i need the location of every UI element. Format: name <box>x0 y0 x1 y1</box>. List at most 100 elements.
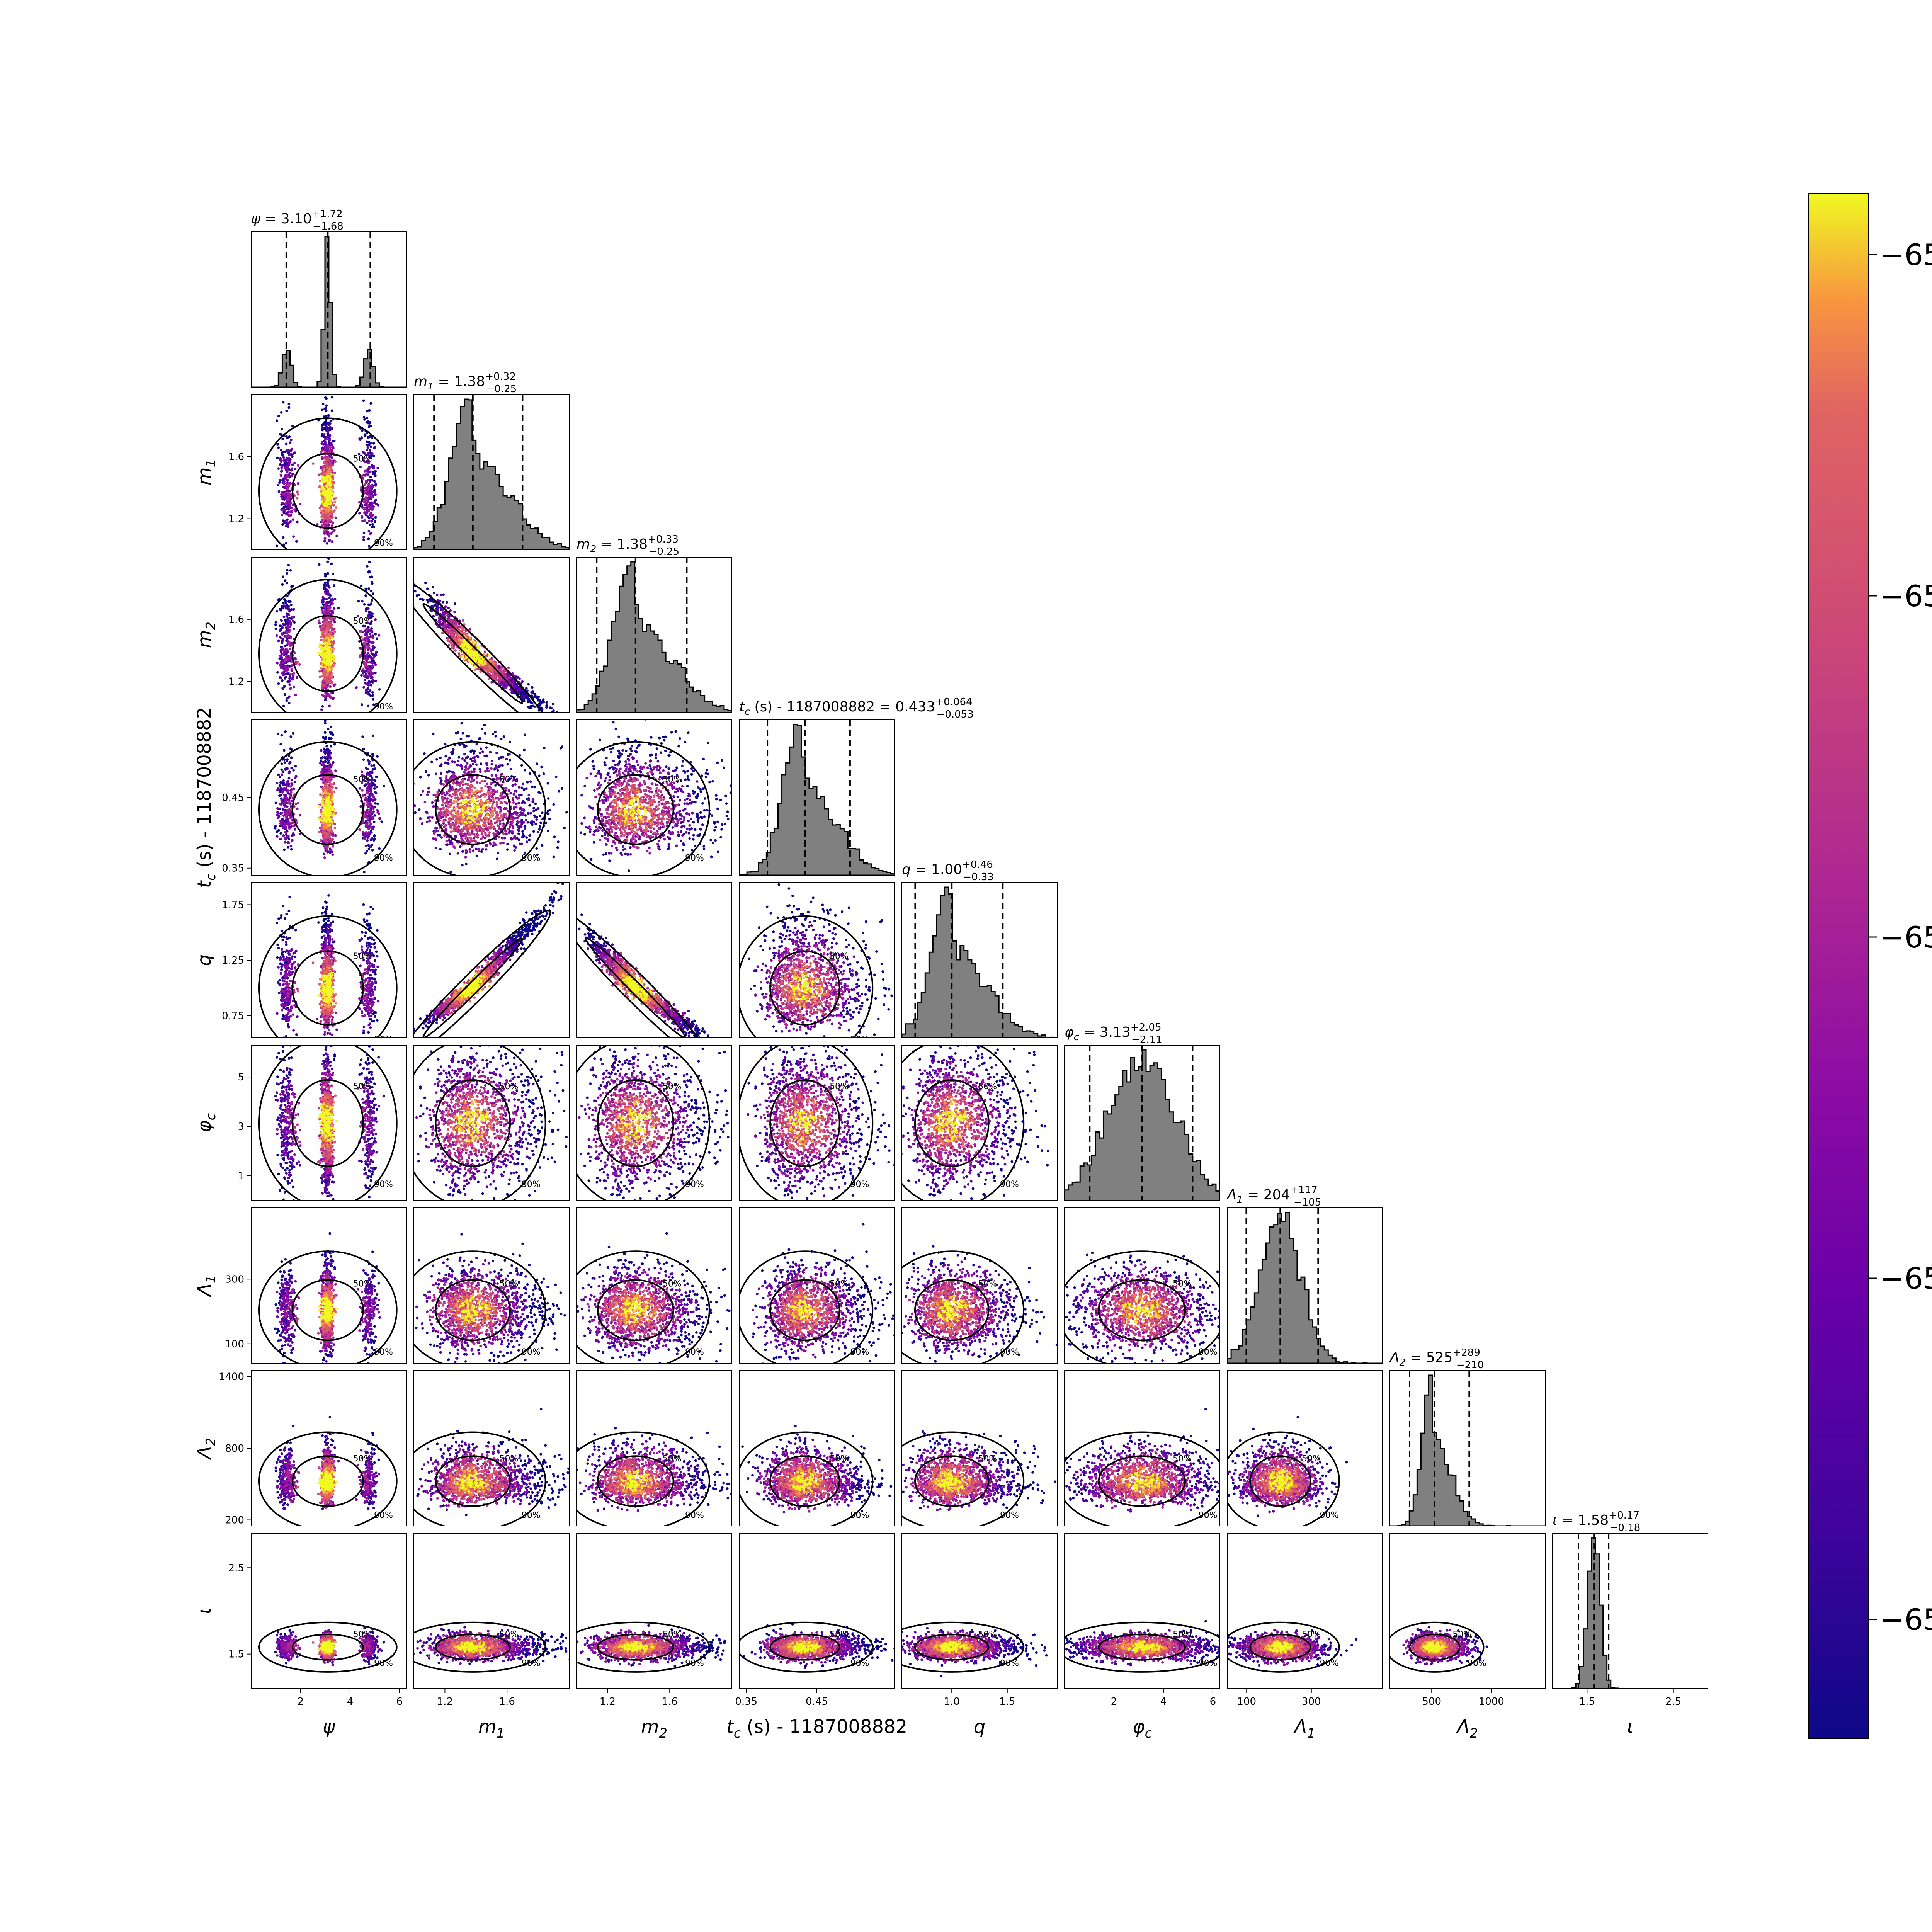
panel-iota-vs-m1: 50% 90% 1.2 1.6 m1 <box>413 1533 570 1741</box>
contour-50-q-vs-m2 <box>585 937 686 1038</box>
panel-lambda1-vs-lambda1: Λ1 = 204+117 −105 <box>1226 1184 1383 1364</box>
panel-title-phic: φc = 3.13+2.05 −2.11 <box>1065 1022 1162 1046</box>
contour-label-50: 50% <box>353 952 372 961</box>
contour-label-50: 50% <box>1452 1630 1471 1639</box>
contour-label-90: 90% <box>374 1180 393 1189</box>
contour-50-lambda2-vs-m2 <box>597 1455 674 1507</box>
panel-title-psi: ψ = 3.10+1.72 −1.68 <box>251 208 344 232</box>
contour-label-90: 90% <box>522 1511 541 1520</box>
contour-90-iota-vs-lambda2 <box>1390 1621 1485 1673</box>
x-tick-label-psi: 2 <box>298 1696 304 1708</box>
y-tick-label-iota: 2.5 <box>228 1562 244 1574</box>
scatter-tc-vs-m2 <box>580 720 732 872</box>
panel-frame <box>576 719 732 876</box>
contour-label-50: 50% <box>1173 1454 1192 1464</box>
panel-frame <box>901 882 1058 1038</box>
contour-label-50: 50% <box>663 1279 682 1289</box>
y-tick-label-lambda1: 300 <box>225 1274 244 1285</box>
contour-90-lambda1-vs-q <box>902 1250 1025 1363</box>
contour-label-50: 50% <box>1302 1630 1321 1639</box>
contour-label-50: 50% <box>978 1630 997 1639</box>
contour-50-m1-vs-psi <box>291 453 364 529</box>
contour-50-phic-vs-q <box>914 1079 990 1167</box>
contour-90-lambda1-vs-tc <box>739 1250 874 1363</box>
contour-50-q-vs-m1 <box>422 937 524 1038</box>
panel-frame <box>576 1045 732 1201</box>
scatter-lambda1-vs-m2 <box>577 1232 732 1363</box>
scatter-lambda2-vs-q <box>902 1430 1057 1512</box>
panel-frame <box>576 882 732 1038</box>
panel-frame <box>739 1370 895 1526</box>
panel-lambda2-vs-lambda1: 50% 90% <box>1227 1370 1383 1526</box>
contour-label-90: 90% <box>1199 1511 1218 1520</box>
contour-label-50: 50% <box>500 1082 519 1092</box>
axis-label-m1: m1 <box>478 1716 505 1741</box>
colorbar: −656000 −656100 −656200 −656300 −656400 <box>1808 193 1932 1739</box>
scatter-m2-vs-m1 <box>414 582 559 713</box>
contour-label-50: 50% <box>978 1454 997 1464</box>
panel-frame <box>251 1045 407 1201</box>
contour-label-50: 50% <box>1173 1279 1192 1289</box>
panel-q-vs-m2 <box>576 882 732 1038</box>
contour-90-iota-vs-m1 <box>414 1621 546 1673</box>
panel-m1-vs-psi: 50% 90% 1.2 1.6 m1 <box>194 394 407 550</box>
contour-90-m2-vs-psi <box>258 579 398 713</box>
contour-90-phic-vs-tc <box>739 1045 874 1201</box>
contour-label-90: 90% <box>850 1511 869 1520</box>
contour-50-lambda2-vs-psi <box>291 1455 364 1507</box>
contour-90-lambda1-vs-psi <box>258 1250 398 1363</box>
contour-label-90: 90% <box>685 1658 704 1668</box>
panel-m1-vs-m1: m1 = 1.38+0.32 −0.25 <box>413 371 570 550</box>
contour-50-iota-vs-q <box>914 1633 990 1661</box>
contour-label-50: 50% <box>830 1454 849 1464</box>
contour-label-90: 90% <box>1320 1511 1339 1520</box>
contour-90-lambda2-vs-m1 <box>414 1431 546 1526</box>
contour-label-90: 90% <box>850 1347 869 1357</box>
contour-label-50: 50% <box>353 1454 372 1464</box>
panel-frame <box>1064 1533 1220 1689</box>
x-tick-label-phic: 2 <box>1111 1696 1117 1708</box>
contour-label-90: 90% <box>850 1180 869 1189</box>
axis-label-iota: ι <box>1627 1716 1633 1738</box>
contour-label-90: 90% <box>850 1035 869 1044</box>
contour-label-90: 90% <box>1000 1180 1019 1189</box>
axis-label-m2: m2 <box>194 622 218 648</box>
panel-lambda1-vs-psi: 50% 90% 100 300 Λ1 <box>194 1208 407 1364</box>
x-tick-label-q: 1.0 <box>944 1696 960 1708</box>
panel-phic-vs-psi: 50% 90% 1 3 5 φc <box>194 1045 407 1201</box>
scatter-lambda2-vs-psi <box>274 1416 381 1510</box>
panel-frame <box>413 1533 570 1689</box>
contour-label-50: 50% <box>353 1630 372 1639</box>
axis-label-phic: φc <box>1133 1716 1152 1741</box>
panel-lambda1-vs-q: 50% 90% <box>901 1208 1058 1364</box>
panel-frame <box>251 231 407 388</box>
panel-frame <box>413 882 570 1038</box>
panel-lambda2-vs-tc: 50% 90% <box>739 1370 895 1526</box>
scatter-iota-vs-psi <box>274 1626 385 1669</box>
panel-frame <box>251 394 407 550</box>
panel-psi-vs-psi: ψ = 3.10+1.72 −1.68 <box>251 208 407 388</box>
contour-label-90: 90% <box>522 1347 541 1357</box>
contour-90-iota-vs-lambda1 <box>1227 1621 1340 1673</box>
contour-50-iota-vs-m2 <box>597 1633 674 1661</box>
contour-90-m2-vs-m1 <box>414 575 551 713</box>
contour-90-phic-vs-m2 <box>577 1045 710 1201</box>
contour-90-iota-vs-phic <box>1065 1621 1220 1673</box>
histogram-m1 <box>414 398 569 550</box>
panel-frame <box>1389 1533 1546 1689</box>
contour-90-m1-vs-psi <box>258 417 398 550</box>
panel-phic-vs-tc: 50% 90% <box>739 1045 895 1201</box>
contour-50-m2-vs-psi <box>291 615 364 692</box>
contour-label-90: 90% <box>522 1658 541 1668</box>
x-tick-label-tc: 0.45 <box>806 1696 828 1708</box>
scatter-tc-vs-m1 <box>414 722 569 874</box>
panel-frame <box>413 557 570 713</box>
panel-tc-vs-tc: tc (s) - 1187008882 = 0.433+0.064 −0.053 <box>739 696 974 876</box>
contour-90-tc-vs-psi <box>258 741 398 875</box>
contour-50-phic-vs-m2 <box>597 1079 674 1167</box>
panel-title-tc: tc (s) - 1187008882 = 0.433+0.064 −0.053 <box>739 696 974 720</box>
contour-label-90: 90% <box>1000 1511 1019 1520</box>
panel-title-q: q = 1.00+0.46 −0.33 <box>902 859 994 883</box>
